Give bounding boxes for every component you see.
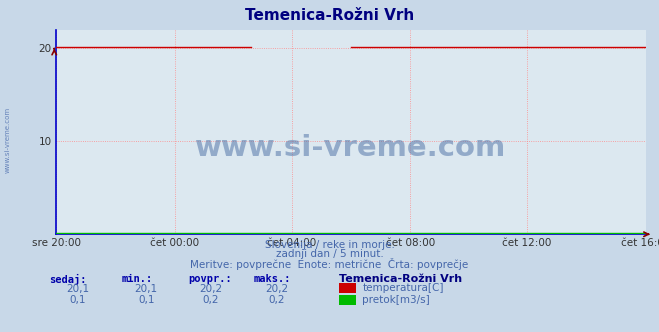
Text: 0,1: 0,1 xyxy=(69,295,86,305)
Text: min.:: min.: xyxy=(122,274,153,284)
Text: 20,1: 20,1 xyxy=(66,284,90,294)
Text: www.si-vreme.com: www.si-vreme.com xyxy=(195,134,507,162)
Text: 20,2: 20,2 xyxy=(199,284,223,294)
Text: 0,1: 0,1 xyxy=(138,295,155,305)
Text: 0,2: 0,2 xyxy=(268,295,285,305)
Text: 20,2: 20,2 xyxy=(265,284,289,294)
Text: 0,2: 0,2 xyxy=(202,295,219,305)
Text: www.si-vreme.com: www.si-vreme.com xyxy=(5,106,11,173)
Text: Slovenija / reke in morje.: Slovenija / reke in morje. xyxy=(264,240,395,250)
Text: Meritve: povprečne  Enote: metrične  Črta: povprečje: Meritve: povprečne Enote: metrične Črta:… xyxy=(190,258,469,270)
Text: maks.:: maks.: xyxy=(254,274,291,284)
Text: zadnji dan / 5 minut.: zadnji dan / 5 minut. xyxy=(275,249,384,259)
Text: pretok[m3/s]: pretok[m3/s] xyxy=(362,295,430,305)
Text: temperatura[C]: temperatura[C] xyxy=(362,283,444,293)
Text: 20,1: 20,1 xyxy=(134,284,158,294)
Text: sedaj:: sedaj: xyxy=(49,274,87,285)
Text: Temenica-Rožni Vrh: Temenica-Rožni Vrh xyxy=(245,8,414,23)
Text: Temenica-Rožni Vrh: Temenica-Rožni Vrh xyxy=(339,274,463,284)
Text: povpr.:: povpr.: xyxy=(188,274,231,284)
